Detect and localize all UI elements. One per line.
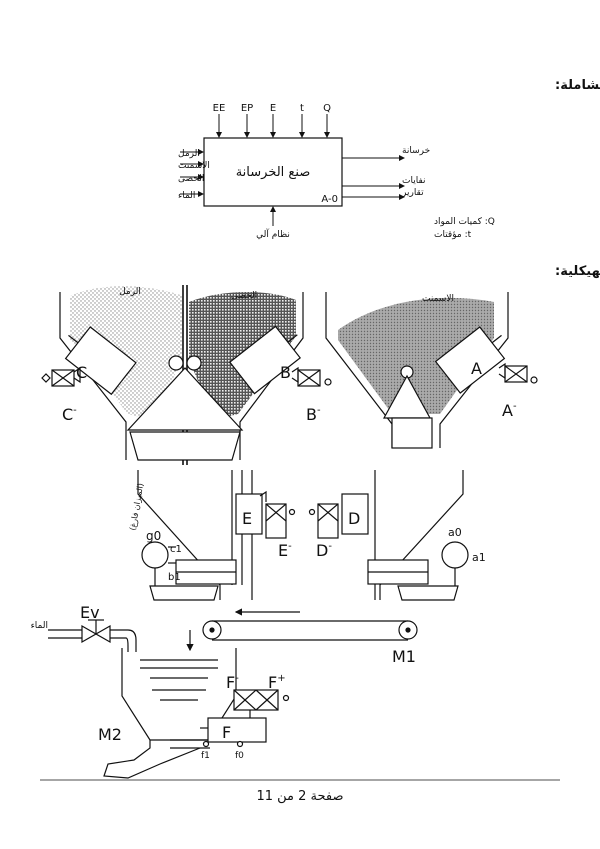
label-f: F xyxy=(222,723,231,742)
label-d-minus: D- xyxy=(316,541,332,560)
output-waste: نفايات xyxy=(402,176,426,186)
output-reports: تقارير xyxy=(401,188,424,198)
label-b-minus: B- xyxy=(306,405,321,424)
label-water-inlet: الماء xyxy=(31,621,48,631)
label-a0: a0 xyxy=(448,526,462,539)
valve-c xyxy=(42,368,80,386)
valve-b xyxy=(292,368,331,386)
input-e: E xyxy=(270,103,276,114)
output-concrete: خرسانة xyxy=(402,146,430,156)
label-f1: f1 xyxy=(201,751,210,761)
label-g0: g0 xyxy=(146,529,161,543)
label-a-minus: A- xyxy=(502,401,517,420)
valve-a xyxy=(499,364,537,383)
label-f-minus: F- xyxy=(226,673,239,692)
input-water: الماء xyxy=(178,191,195,201)
conveyor-m1 xyxy=(190,612,417,650)
a0-id: A-0 xyxy=(321,194,338,205)
mixer-m2 xyxy=(104,648,289,778)
input-ep: EP xyxy=(241,103,253,114)
label-c: C xyxy=(76,363,87,382)
label-e: E xyxy=(242,509,252,528)
label-ev: Ev xyxy=(80,603,100,622)
input-ee: EE xyxy=(213,103,226,114)
label-sand: الرمل xyxy=(119,287,141,297)
label-c-minus: C- xyxy=(62,405,77,424)
section-title-global-function: الوظيفة الشاملة: xyxy=(555,78,600,93)
page-number: صفحة 2 من 11 xyxy=(256,789,343,804)
top-input-arrows xyxy=(219,114,327,137)
label-m1: M1 xyxy=(392,647,416,666)
cement-silo xyxy=(326,292,537,448)
a0-title: صنع الخرسانة xyxy=(236,165,311,180)
input-gravel: الحصى xyxy=(178,174,204,184)
control-label: نظام آلي xyxy=(256,228,290,240)
label-a1: a1 xyxy=(472,551,486,564)
input-t: t xyxy=(300,103,304,114)
label-f0: f0 xyxy=(235,751,244,761)
input-sand: الرمل xyxy=(178,149,200,159)
section-title-structural-handling: المناولة الهيكلية: xyxy=(555,264,600,279)
legend-t: t: مؤقتات xyxy=(434,230,472,240)
legend-q: Q: كميات المواد xyxy=(434,217,495,227)
label-f-plus: F+ xyxy=(268,673,286,692)
label-c1: c1 xyxy=(170,544,182,555)
label-e-minus: E- xyxy=(278,541,292,560)
label-b: B xyxy=(280,363,291,382)
label-gravel: الحصى xyxy=(231,291,257,301)
output-arrows xyxy=(342,158,404,197)
input-q: Q xyxy=(323,103,331,114)
a0-diagram: صنع الخرسانة A-0 EE EP E t Q الرمل الاسم… xyxy=(178,103,495,240)
label-m2: M2 xyxy=(98,725,122,744)
label-a: A xyxy=(471,359,482,378)
input-cement: الاسمنت xyxy=(178,161,210,171)
weigh-hopper-right xyxy=(310,470,469,600)
label-cement: الاسمنت xyxy=(422,294,454,304)
label-b1: b1 xyxy=(168,572,181,583)
label-empty-scale: (الميزان فارغ) xyxy=(128,482,145,531)
weigh-hopper-left xyxy=(138,470,295,600)
label-d: D xyxy=(348,509,360,528)
water-line xyxy=(48,620,136,652)
